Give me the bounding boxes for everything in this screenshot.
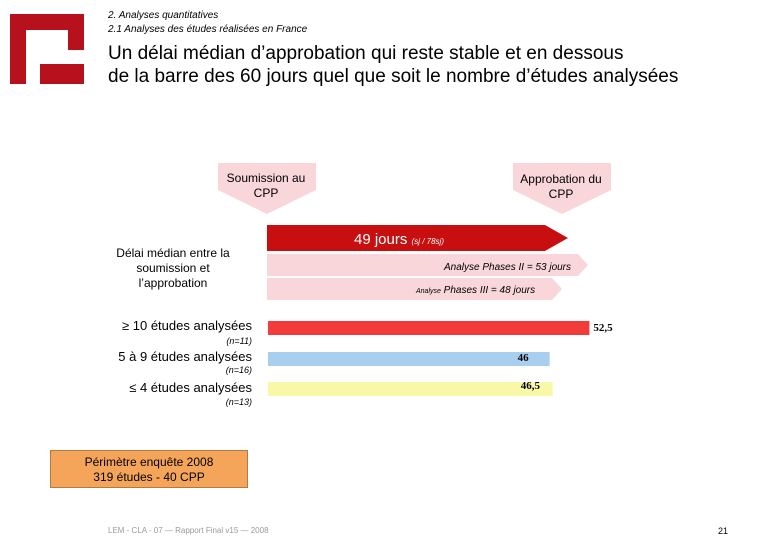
n-label: (n=16) [225, 365, 252, 375]
approval-marker [513, 163, 611, 214]
median-delay-arrow [267, 225, 568, 251]
n-label: (n=11) [226, 336, 252, 346]
page-number: 21 [718, 526, 729, 536]
footer-text: LEM - CLA - 07 — Rapport Final v15 — 200… [108, 526, 269, 535]
bar-value-label: 46,5 [520, 380, 540, 392]
bar-1 [268, 321, 590, 335]
title-line-2: de la barre des 60 jours quel que soit l… [108, 66, 679, 87]
breadcrumb-subsection: 2.1 Analyses des études réalisées en Fra… [108, 24, 308, 35]
median-days-value: 49 jours [354, 231, 408, 248]
phase3-text: Phases III = 48 jours [440, 285, 536, 296]
median-delay-label: Délai médian entre la soumission et l’ap… [116, 246, 230, 290]
logo [10, 14, 84, 84]
approval-label: Approbation du CPP [520, 172, 602, 201]
submission-marker [218, 163, 316, 214]
perimeter-box: Périmètre enquête 2008 319 études - 40 C… [50, 450, 248, 488]
title-line-1: Un délai médian d’approbation qui reste … [108, 43, 624, 64]
bar-value-label: 46 [517, 352, 529, 364]
phase2-label: Analyse Phases II = 53 jours [444, 262, 572, 273]
bar-3 [268, 382, 553, 396]
bar-value-label: 52,5 [593, 322, 613, 334]
phase3-prefix: Analyse [416, 288, 441, 295]
submission-label: Soumission au CPP [226, 171, 306, 200]
median-days-label: 49 jours (sj / 78sj) [354, 231, 444, 248]
bar-2 [268, 352, 550, 366]
n-label: (n=13) [225, 397, 252, 407]
perimeter-line-2: 319 études - 40 CPP [93, 470, 205, 484]
category-label: ≤ 4 études analysées [129, 380, 252, 395]
breadcrumb-section: 2. Analyses quantitatives [108, 10, 219, 21]
category-label: ≥ 10 études analysées [122, 318, 252, 333]
bar-group [268, 321, 590, 396]
median-days-sub: (sj / 78sj) [411, 237, 444, 246]
phase2-arrow [267, 254, 588, 276]
phase3-label: Analyse Phases III = 48 jours [416, 285, 535, 296]
category-label: 5 à 9 études analysées [118, 349, 252, 364]
perimeter-line-1: Périmètre enquête 2008 [84, 455, 214, 469]
page-title: Un délai médian d’approbation qui reste … [108, 42, 768, 88]
phase3-arrow [267, 278, 562, 300]
